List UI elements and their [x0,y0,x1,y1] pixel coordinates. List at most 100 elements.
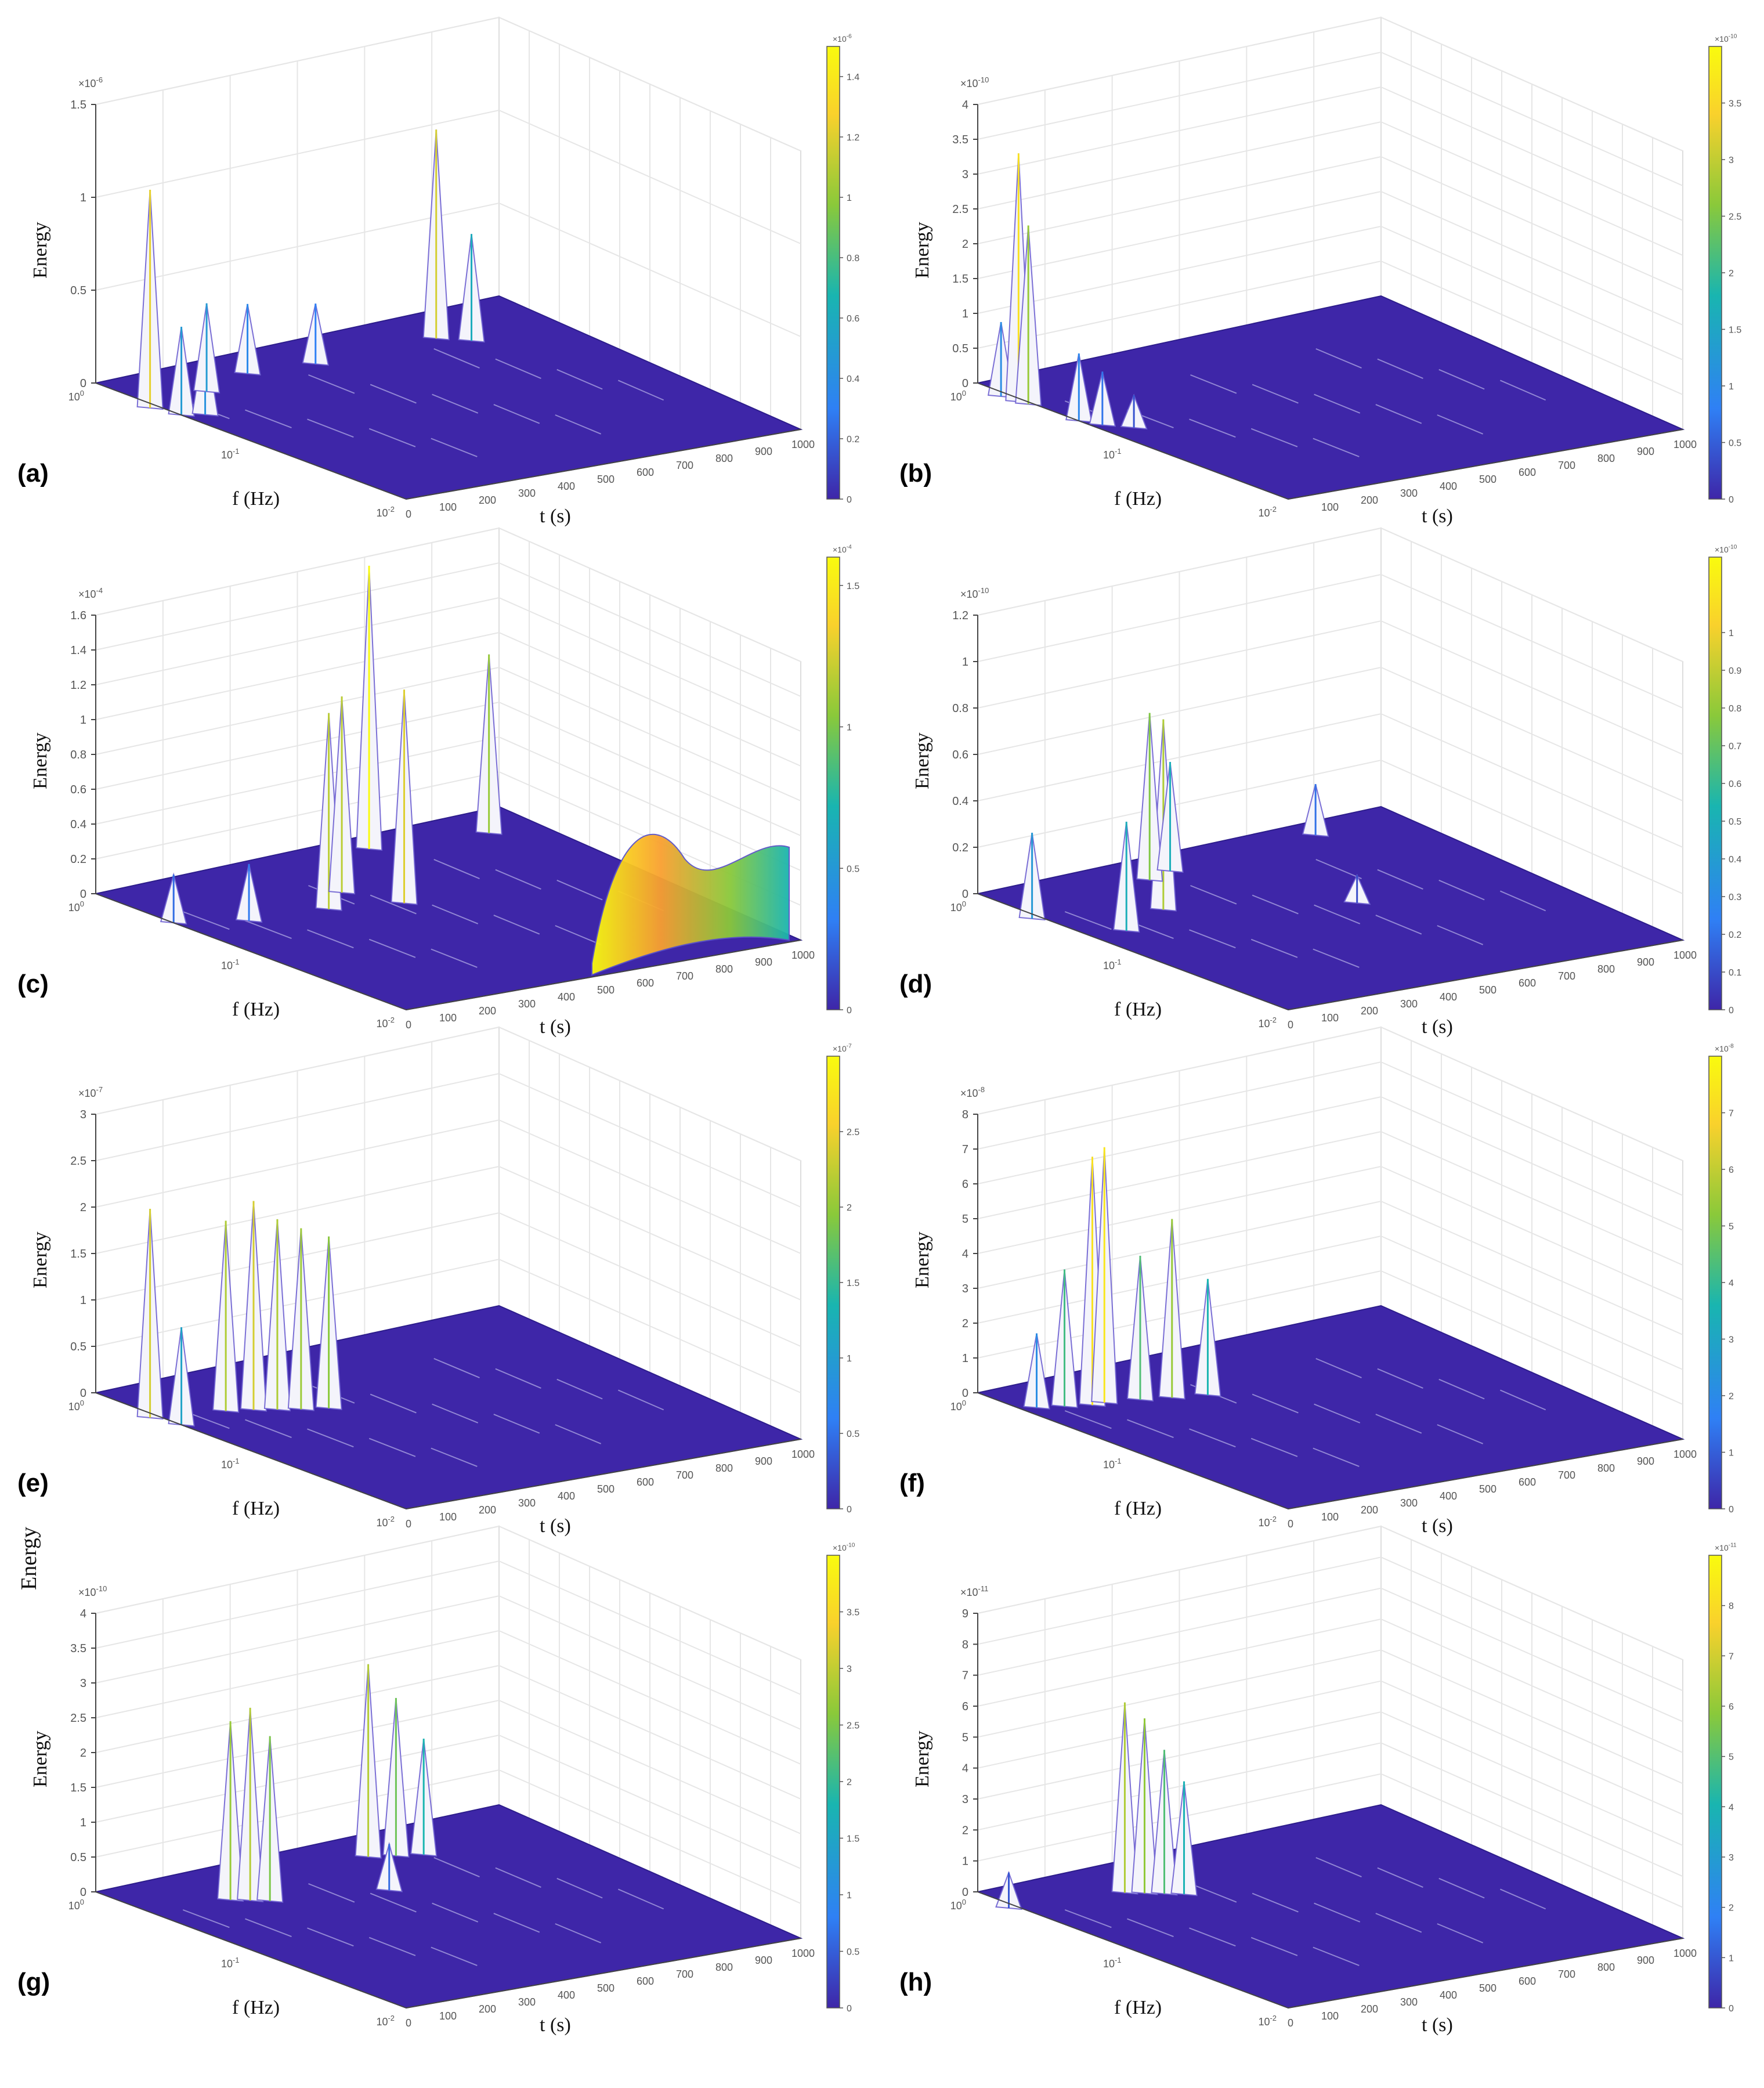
colorbar-gradient [826,1555,840,2008]
panel-label: (h) [899,1968,932,1996]
surface-streak [1314,393,1361,414]
z-axis: 0 0.5 1 1.5 ×10-6 Energy [30,75,103,390]
surface-streak [1064,1909,1112,1928]
colorbar-gradient [1708,1555,1722,2008]
surface-streak [495,1368,541,1389]
t-tick-label: 800 [715,1961,733,1973]
colorbar-gradient [1708,46,1722,500]
f-tick-label: 100 [68,1898,84,1912]
t-tick-label: 900 [1637,956,1654,968]
f-tick-label: 10-2 [376,1016,395,1029]
surface-streak [555,925,602,945]
surface-streak [431,1447,478,1467]
f-axis: 100 10-1 10-2 f (Hz) [950,1392,1289,1529]
t-axis-line [1288,1439,1683,1509]
f-tick-label: 10-2 [1258,505,1277,519]
surface-peaks [1018,713,1371,933]
surface-streak [370,1892,417,1913]
t-tick-label: 1000 [1673,1948,1697,1959]
surface-streak [432,1403,479,1424]
t-tick-label: 200 [479,1504,496,1516]
axis-walls [977,1026,1683,1440]
f-tick-label: 100 [950,1898,966,1912]
f-axis: 100 10-1 10-2 f (Hz) [950,893,1289,1029]
colorbar-tick-label: 0.5 [847,1429,859,1439]
colorbar: 0 0.5 1 1.5 2 2.5 3 3.5 ×10-10 [826,1542,859,2014]
t-tick-label: 300 [1400,1497,1418,1509]
surface-streak [1437,1923,1484,1943]
z-tick-label: 3.5 [70,1642,86,1655]
z-tick-label: 7 [962,1670,968,1682]
t-axis-title: t (s) [1422,505,1453,527]
surface-streak [1377,358,1423,379]
t-tick-label: 400 [558,1490,575,1502]
f-tick-label: 100 [68,899,84,913]
t-tick-label: 800 [1597,1462,1615,1474]
z-tick-label: 1.2 [70,679,86,692]
t-tick-label: 700 [676,460,693,471]
z-tick-label: 0 [80,377,86,390]
colorbar-gradient [826,46,840,500]
surface-streak [1064,911,1112,930]
surface-streak [1437,925,1484,945]
surface-streak [1189,418,1236,438]
f-tick-label: 10-1 [1103,447,1122,461]
t-tick-label: 700 [1558,1469,1575,1481]
z-axis: 0 0.2 0.4 0.6 0.8 1 1.2 ×10-10 Energy [912,586,989,901]
t-axis: 100 200 300 400 500 600 700 800 900 1000 t (s) [1288,429,1697,527]
axis-walls [977,1525,1683,1939]
z-tick-label: 2.5 [952,203,968,216]
t-tick-label: 100 [439,2010,457,2022]
t-axis: 0 100 200 300 400 500 600 700 800 900 1000 t (s) [1288,1938,1697,2036]
f-tick-label: 10-1 [221,1956,240,1970]
f-tick-label: 100 [950,899,966,913]
t-tick-label: 900 [1637,446,1654,457]
colorbar-tick-label: 0.3 [1729,893,1741,902]
z-tick-label: 1.2 [952,609,968,622]
z-exponent-label: ×10-10 [960,75,989,89]
surface-streak [433,859,480,880]
surface-peaks [987,153,1148,430]
z-tick-label: 0 [962,377,968,390]
z-tick-label: 2 [80,1201,86,1214]
z-tick-label: 1.6 [70,609,86,622]
z-tick-label: 1.5 [70,99,86,111]
f-axis-line [95,1891,407,2008]
surface-streak [1438,879,1485,901]
surface-streak [1189,1428,1236,1448]
t-tick-label: 0 [406,1019,411,1031]
colorbar-tick-label: 0.5 [1729,817,1741,827]
z-tick-label: 2 [962,238,968,251]
t-tick-label: 700 [1558,460,1575,471]
z-tick-label: 0.6 [952,749,968,761]
surface-streak [1250,938,1298,958]
surface-streak [432,1902,479,1923]
colorbar-tick-label: 2 [847,1778,852,1787]
colorbar-exponent-label: ×10-10 [1715,544,1737,554]
surface-streak [1250,428,1298,447]
t-tick-label: 400 [1440,481,1457,492]
f-tick-label: 100 [950,389,966,403]
colorbar-gradient [826,557,840,1010]
f-tick-label: 10-1 [221,958,240,971]
colorbar-tick-label: 4 [1729,1278,1734,1288]
z-exponent-label: ×10-6 [78,75,103,89]
colorbar-tick-label: 0.2 [847,435,859,445]
surface-streak [556,1378,603,1400]
t-axis-title: t (s) [540,505,571,527]
colorbar-tick-label: 2 [1729,269,1734,279]
t-tick-label: 600 [1519,467,1536,478]
colorbar-tick-label: 1 [847,1354,852,1364]
t-axis: 0 100 200 300 400 500 600 700 800 900 1000 t (s) [406,429,815,527]
t-tick-label: 700 [1558,1968,1575,1980]
t-tick-label: 400 [558,481,575,492]
t-tick-label: 300 [1400,1996,1418,2008]
surface-streak [368,1437,416,1457]
colorbar-tick-label: 7 [1729,1652,1734,1661]
panel-label: (c) [17,970,49,998]
f-tick-label: 10-2 [1258,2014,1277,2028]
